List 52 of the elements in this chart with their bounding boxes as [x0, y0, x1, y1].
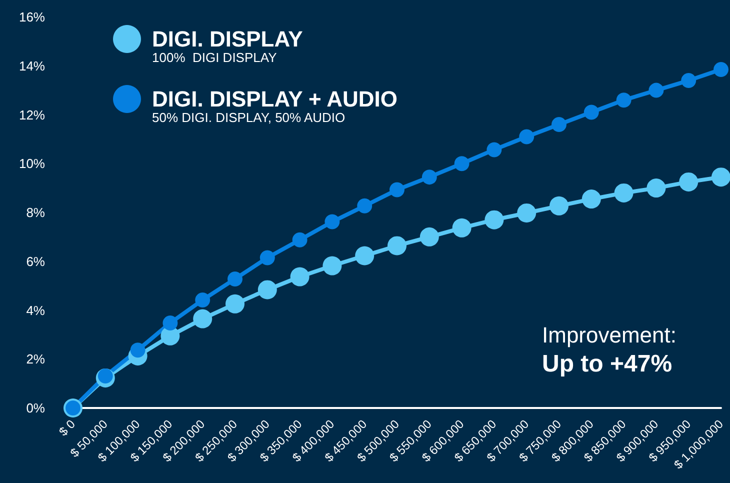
point — [130, 342, 146, 358]
point — [357, 198, 372, 214]
annotation: Improvement: — [542, 322, 676, 348]
legend-label: DIGI. DISPLAY + AUDIO — [152, 86, 398, 112]
point — [712, 168, 730, 187]
point — [420, 227, 439, 246]
point — [582, 190, 601, 209]
point — [584, 104, 599, 120]
y-tick-label: 2% — [26, 352, 46, 367]
point — [484, 210, 504, 230]
y-tick-label: 8% — [26, 205, 46, 220]
point — [648, 82, 664, 98]
point — [646, 178, 666, 198]
point — [454, 156, 470, 172]
point — [679, 172, 698, 192]
point — [422, 170, 437, 185]
y-tick-label: 12% — [18, 107, 46, 122]
point — [355, 246, 374, 266]
point — [193, 309, 212, 328]
point — [390, 182, 404, 198]
annotation: Up to +47% — [542, 350, 672, 378]
point — [616, 92, 632, 108]
y-tick-label: 0% — [26, 400, 46, 416]
point — [714, 62, 728, 78]
annotation: 100% DIGI DISPLAY — [152, 50, 278, 65]
point — [681, 73, 696, 88]
y-tick-label: 4% — [26, 302, 46, 318]
point — [486, 142, 502, 158]
y-tick-label: 10% — [18, 156, 46, 172]
point — [260, 250, 275, 266]
point — [228, 271, 242, 286]
point — [258, 280, 277, 300]
point — [322, 256, 342, 276]
point — [290, 267, 310, 286]
annotation: 50% DIGI. DISPLAY, 50% AUDIO — [152, 110, 346, 125]
y-tick-label: 14% — [18, 58, 46, 74]
point — [226, 294, 244, 314]
point — [452, 218, 472, 238]
legend-label: DIGI. DISPLAY — [152, 26, 304, 52]
point — [552, 117, 566, 132]
point — [519, 129, 534, 144]
point — [388, 236, 406, 256]
point — [614, 183, 634, 202]
point — [292, 232, 308, 248]
y-tick-label: 6% — [26, 254, 46, 269]
point — [162, 315, 178, 330]
x-tick-label: $ 0 — [56, 416, 78, 439]
y-tick-label: 16% — [18, 10, 46, 24]
point — [517, 203, 536, 222]
point — [324, 214, 340, 230]
point — [195, 292, 210, 308]
point — [550, 196, 568, 216]
